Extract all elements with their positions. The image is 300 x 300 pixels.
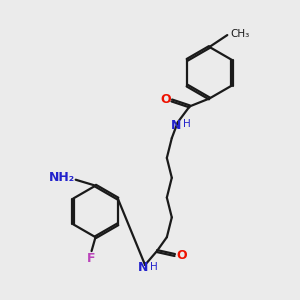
Text: H: H [150,262,158,272]
Text: F: F [87,253,96,266]
Text: N: N [138,261,148,274]
Text: NH₂: NH₂ [49,171,75,184]
Text: CH₃: CH₃ [230,29,250,39]
Text: O: O [160,93,171,106]
Text: H: H [183,119,190,129]
Text: O: O [176,248,187,262]
Text: N: N [171,119,181,132]
